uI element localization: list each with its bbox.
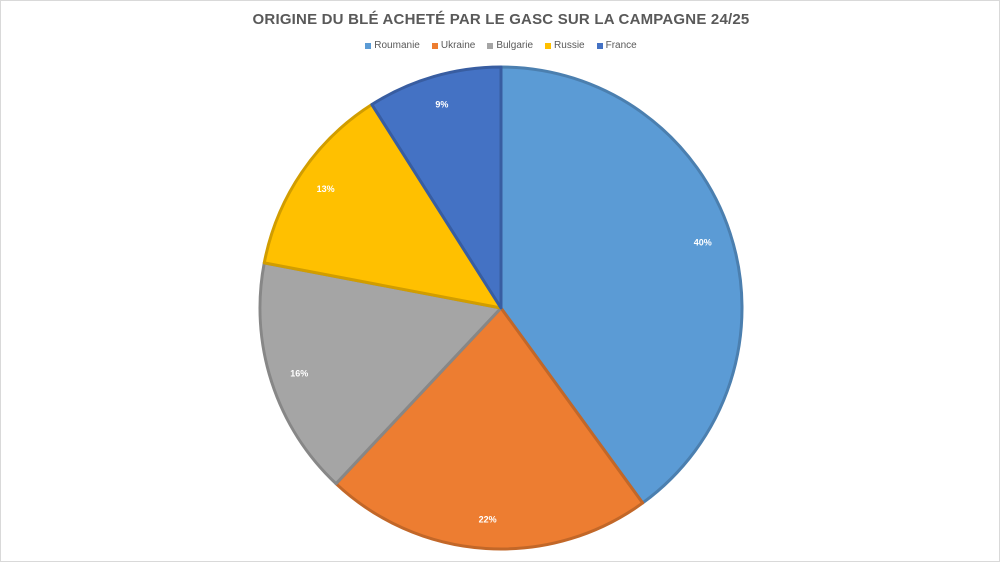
- legend-swatch-russie: [545, 42, 552, 49]
- pie-slices: [258, 65, 744, 551]
- legend-item-roumanie: Roumanie: [365, 40, 420, 51]
- legend-swatch-bulgarie: [487, 42, 494, 49]
- data-label-ukraine: 22%: [479, 515, 497, 525]
- legend-item-ukraine: Ukraine: [431, 40, 476, 51]
- legend-item-bulgarie: Bulgarie: [487, 40, 533, 51]
- legend-item-france: France: [596, 40, 637, 51]
- data-label-russie: 13%: [317, 184, 335, 194]
- legend-label-ukraine: Ukraine: [440, 40, 476, 51]
- data-label-roumanie: 40%: [694, 237, 712, 247]
- legend-swatch-ukraine: [431, 42, 438, 49]
- pie-slice-ukraine: [334, 306, 645, 551]
- pie-data-labels: 40% 22% 16% 13% 9%: [290, 99, 711, 524]
- legend-item-russie: Russie: [545, 40, 585, 51]
- pie-slice-bulgarie: [258, 261, 503, 486]
- data-label-bulgarie: 16%: [290, 369, 308, 379]
- chart-title: ORIGINE DU BLÉ ACHETÉ PAR LE GASC SUR LA…: [252, 11, 750, 28]
- legend: Roumanie Ukraine Bulgarie Russie France: [1, 40, 1000, 51]
- legend-swatch-france: [596, 42, 603, 49]
- pie-slice-russie: [262, 103, 503, 310]
- legend-swatch-roumanie: [365, 42, 372, 49]
- data-label-france: 9%: [435, 99, 448, 109]
- pie-slice-france: [370, 65, 503, 310]
- legend-label-russie: Russie: [554, 40, 585, 51]
- legend-label-bulgarie: Bulgarie: [496, 40, 534, 51]
- legend-label-france: France: [605, 40, 637, 51]
- legend-label-roumanie: Roumanie: [374, 40, 420, 51]
- pie-slice-roumanie: [499, 65, 744, 505]
